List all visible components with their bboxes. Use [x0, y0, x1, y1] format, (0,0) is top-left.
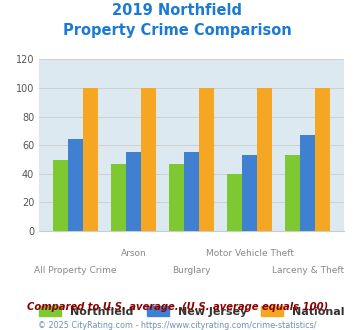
Text: Larceny & Theft: Larceny & Theft — [272, 266, 344, 275]
Bar — [242, 155, 257, 231]
Bar — [315, 88, 331, 231]
Bar — [68, 140, 83, 231]
Text: Compared to U.S. average. (U.S. average equals 100): Compared to U.S. average. (U.S. average … — [27, 302, 328, 312]
Legend: Northfield, New Jersey, National: Northfield, New Jersey, National — [35, 302, 349, 321]
Text: Property Crime Comparison: Property Crime Comparison — [63, 23, 292, 38]
Text: Burglary: Burglary — [173, 266, 211, 275]
Bar — [257, 88, 272, 231]
Bar — [169, 164, 184, 231]
Bar — [227, 174, 242, 231]
Text: Arson: Arson — [121, 249, 147, 258]
Bar — [83, 88, 98, 231]
Bar — [285, 155, 300, 231]
Bar — [141, 88, 156, 231]
Text: All Property Crime: All Property Crime — [34, 266, 117, 275]
Bar — [199, 88, 214, 231]
Bar — [53, 159, 68, 231]
Text: © 2025 CityRating.com - https://www.cityrating.com/crime-statistics/: © 2025 CityRating.com - https://www.city… — [38, 321, 317, 330]
Bar — [126, 152, 141, 231]
Bar — [300, 135, 315, 231]
Text: Motor Vehicle Theft: Motor Vehicle Theft — [206, 249, 294, 258]
Text: 2019 Northfield: 2019 Northfield — [113, 3, 242, 18]
Bar — [111, 164, 126, 231]
Bar — [184, 152, 199, 231]
